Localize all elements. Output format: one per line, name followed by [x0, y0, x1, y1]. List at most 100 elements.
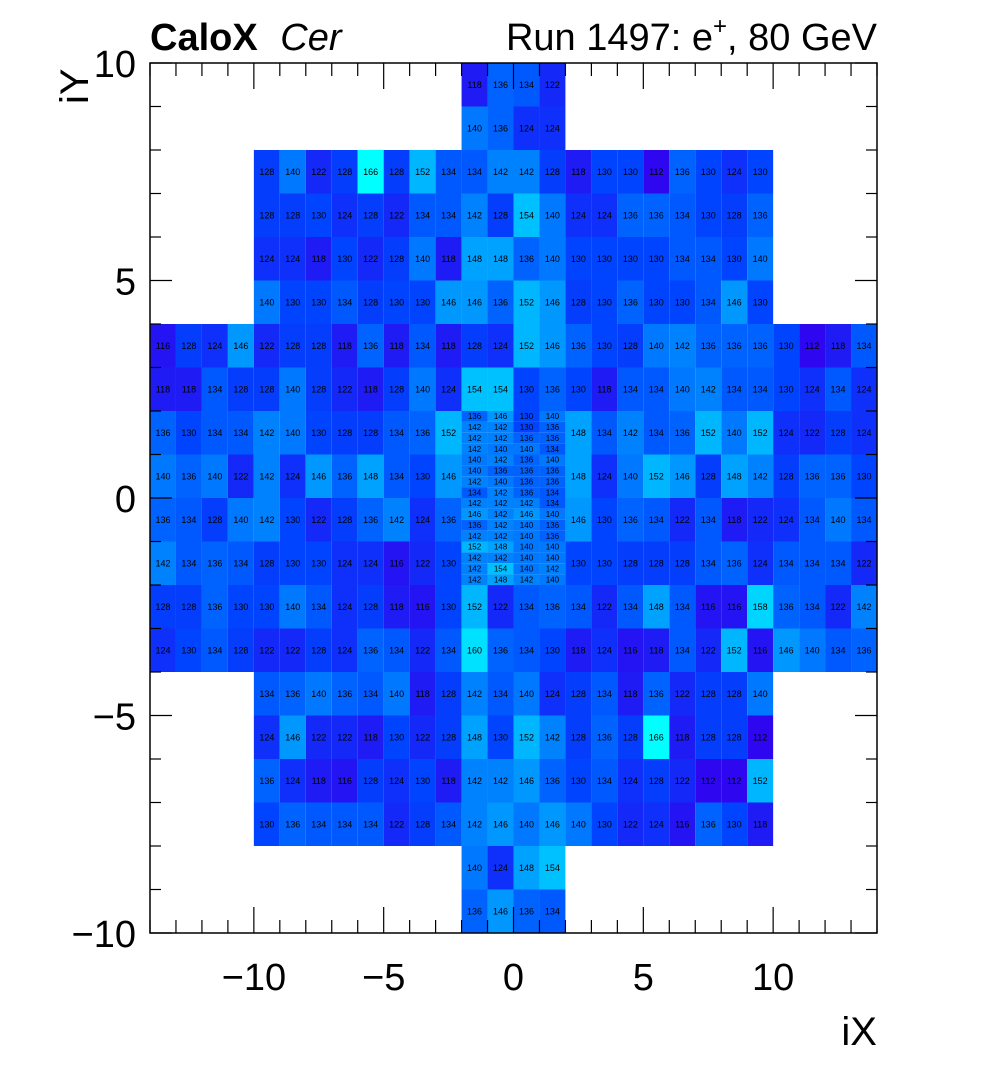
cell-value-label: 128	[571, 689, 586, 699]
cell-value-label: 140	[623, 471, 638, 481]
cell-value-label: 128	[701, 471, 716, 481]
cell-value-label: 128	[675, 558, 690, 568]
cell-value-label: 146	[493, 906, 508, 916]
cell-value-label: 148	[493, 254, 508, 264]
cell-value-label: 124	[493, 863, 508, 873]
heatmap-cell	[305, 324, 332, 368]
heatmap-cell	[461, 552, 488, 564]
x-tick-label: 10	[752, 957, 794, 999]
heatmap-cell	[513, 237, 540, 281]
heatmap-cell	[721, 193, 748, 237]
cell-value-label: 128	[779, 471, 794, 481]
heatmap-cell	[227, 324, 254, 368]
heatmap-cell	[669, 237, 696, 281]
heatmap-cell	[435, 498, 462, 542]
heatmap-cell	[461, 487, 488, 498]
x-tick-label: 0	[503, 957, 524, 999]
cell-value-label: 136	[207, 558, 222, 568]
cell-value-label: 142	[468, 434, 482, 443]
cell-value-label: 134	[857, 341, 872, 351]
heatmap-cell	[150, 541, 176, 585]
heatmap-cell	[721, 324, 748, 368]
heatmap-cell	[617, 628, 644, 672]
cell-value-label: 142	[259, 428, 274, 438]
heatmap-cell	[669, 715, 696, 759]
heatmap-cell	[513, 63, 540, 107]
heatmap-cell	[487, 280, 514, 324]
heatmap-cell	[851, 324, 877, 368]
cell-value-label: 128	[727, 689, 742, 699]
heatmap-cell	[539, 530, 566, 542]
cell-value-label: 146	[727, 297, 742, 307]
cell-value-label: 136	[779, 602, 794, 612]
heatmap-cell	[201, 324, 228, 368]
heatmap-cell	[747, 759, 774, 803]
cell-value-label: 136	[519, 906, 534, 916]
cell-value-label: 128	[155, 602, 170, 612]
cell-value-label: 140	[546, 412, 560, 421]
heatmap-cell	[617, 715, 644, 759]
cell-value-label: 128	[363, 776, 378, 786]
cell-value-label: 128	[311, 384, 326, 394]
cell-value-label: 122	[831, 602, 846, 612]
cell-value-label: 136	[520, 434, 534, 443]
heatmap-cell	[721, 454, 748, 498]
cell-value-label: 136	[831, 471, 846, 481]
cell-value-label: 142	[155, 558, 170, 568]
heatmap-cell	[513, 574, 540, 586]
cell-value-label: 122	[493, 602, 508, 612]
heatmap-cell	[383, 541, 410, 585]
heatmap-cell	[669, 454, 696, 498]
cell-value-label: 140	[468, 467, 482, 476]
heatmap-cell	[279, 193, 306, 237]
cell-value-label: 128	[441, 689, 456, 699]
heatmap-cell	[175, 628, 202, 672]
cell-value-label: 140	[546, 575, 560, 584]
cell-value-label: 140	[520, 543, 534, 552]
heatmap-cell	[513, 541, 540, 553]
cell-value-label: 130	[623, 167, 638, 177]
cell-value-label: 136	[285, 819, 300, 829]
header-run: Run 1497: e+, 80 GeV	[506, 13, 878, 59]
heatmap-cell	[851, 411, 877, 455]
heatmap-cell	[513, 889, 540, 933]
cell-value-label: 122	[389, 819, 404, 829]
cell-value-label: 118	[597, 384, 611, 394]
heatmap-cell	[461, 519, 488, 531]
heatmap-cell	[643, 759, 670, 803]
cell-value-label: 128	[831, 428, 846, 438]
heatmap-cell	[513, 519, 540, 531]
y-tick-label: 0	[115, 479, 136, 521]
y-tick-label: 5	[115, 262, 136, 304]
heatmap-cell	[539, 324, 566, 368]
cell-value-label: 166	[363, 167, 378, 177]
heatmap-cell	[539, 487, 566, 498]
heatmap-cell	[305, 411, 332, 455]
heatmap-cell	[773, 454, 800, 498]
heatmap-cell	[279, 759, 306, 803]
cell-value-label: 140	[545, 254, 560, 264]
heatmap-cell	[357, 498, 384, 542]
heatmap-cell	[357, 541, 384, 585]
heatmap-cell	[487, 106, 514, 150]
heatmap-cell	[279, 280, 306, 324]
heatmap-cell	[565, 541, 592, 585]
heatmap-cell	[305, 628, 332, 672]
cell-value-label: 142	[494, 423, 508, 432]
heatmap-cell	[539, 150, 566, 194]
cell-value-label: 134	[623, 384, 638, 394]
cell-value-label: 148	[571, 428, 586, 438]
heatmap-cell	[565, 802, 592, 846]
cell-value-label: 140	[285, 384, 300, 394]
cell-value-label: 146	[779, 645, 794, 655]
cell-value-label: 136	[546, 521, 560, 530]
heatmap-cell	[513, 759, 540, 803]
cell-value-label: 128	[571, 297, 586, 307]
cell-value-label: 142	[468, 477, 482, 486]
cell-value-label: 136	[649, 210, 664, 220]
heatmap-cell	[669, 150, 696, 194]
heatmap-cell	[591, 802, 618, 846]
cell-value-label: 124	[857, 384, 872, 394]
heatmap-cell	[539, 519, 566, 531]
heatmap-cell	[305, 367, 332, 411]
